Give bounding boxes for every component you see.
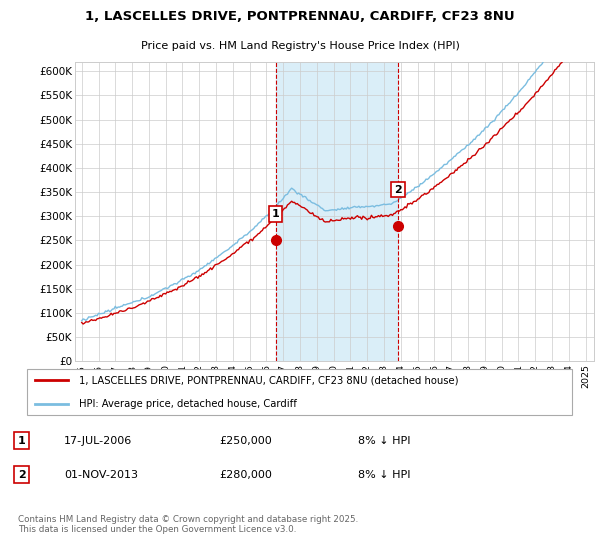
Text: HPI: Average price, detached house, Cardiff: HPI: Average price, detached house, Card… — [79, 399, 297, 409]
Text: 8% ↓ HPI: 8% ↓ HPI — [358, 436, 410, 446]
Text: 8% ↓ HPI: 8% ↓ HPI — [358, 470, 410, 480]
Bar — [275, 62, 398, 361]
Text: 17-JUL-2006: 17-JUL-2006 — [64, 436, 132, 446]
Text: 2: 2 — [394, 185, 402, 195]
Text: 2: 2 — [18, 470, 26, 480]
Text: Contains HM Land Registry data © Crown copyright and database right 2025.
This d: Contains HM Land Registry data © Crown c… — [18, 515, 358, 534]
FancyBboxPatch shape — [27, 369, 572, 415]
Text: Price paid vs. HM Land Registry's House Price Index (HPI): Price paid vs. HM Land Registry's House … — [140, 41, 460, 51]
Text: 1: 1 — [18, 436, 26, 446]
Text: 01-NOV-2013: 01-NOV-2013 — [64, 470, 138, 480]
Text: £280,000: £280,000 — [220, 470, 272, 480]
Text: 1, LASCELLES DRIVE, PONTPRENNAU, CARDIFF, CF23 8NU (detached house): 1, LASCELLES DRIVE, PONTPRENNAU, CARDIFF… — [79, 375, 459, 385]
Text: 1: 1 — [272, 209, 280, 219]
Text: £250,000: £250,000 — [220, 436, 272, 446]
Text: 1, LASCELLES DRIVE, PONTPRENNAU, CARDIFF, CF23 8NU: 1, LASCELLES DRIVE, PONTPRENNAU, CARDIFF… — [85, 10, 515, 23]
